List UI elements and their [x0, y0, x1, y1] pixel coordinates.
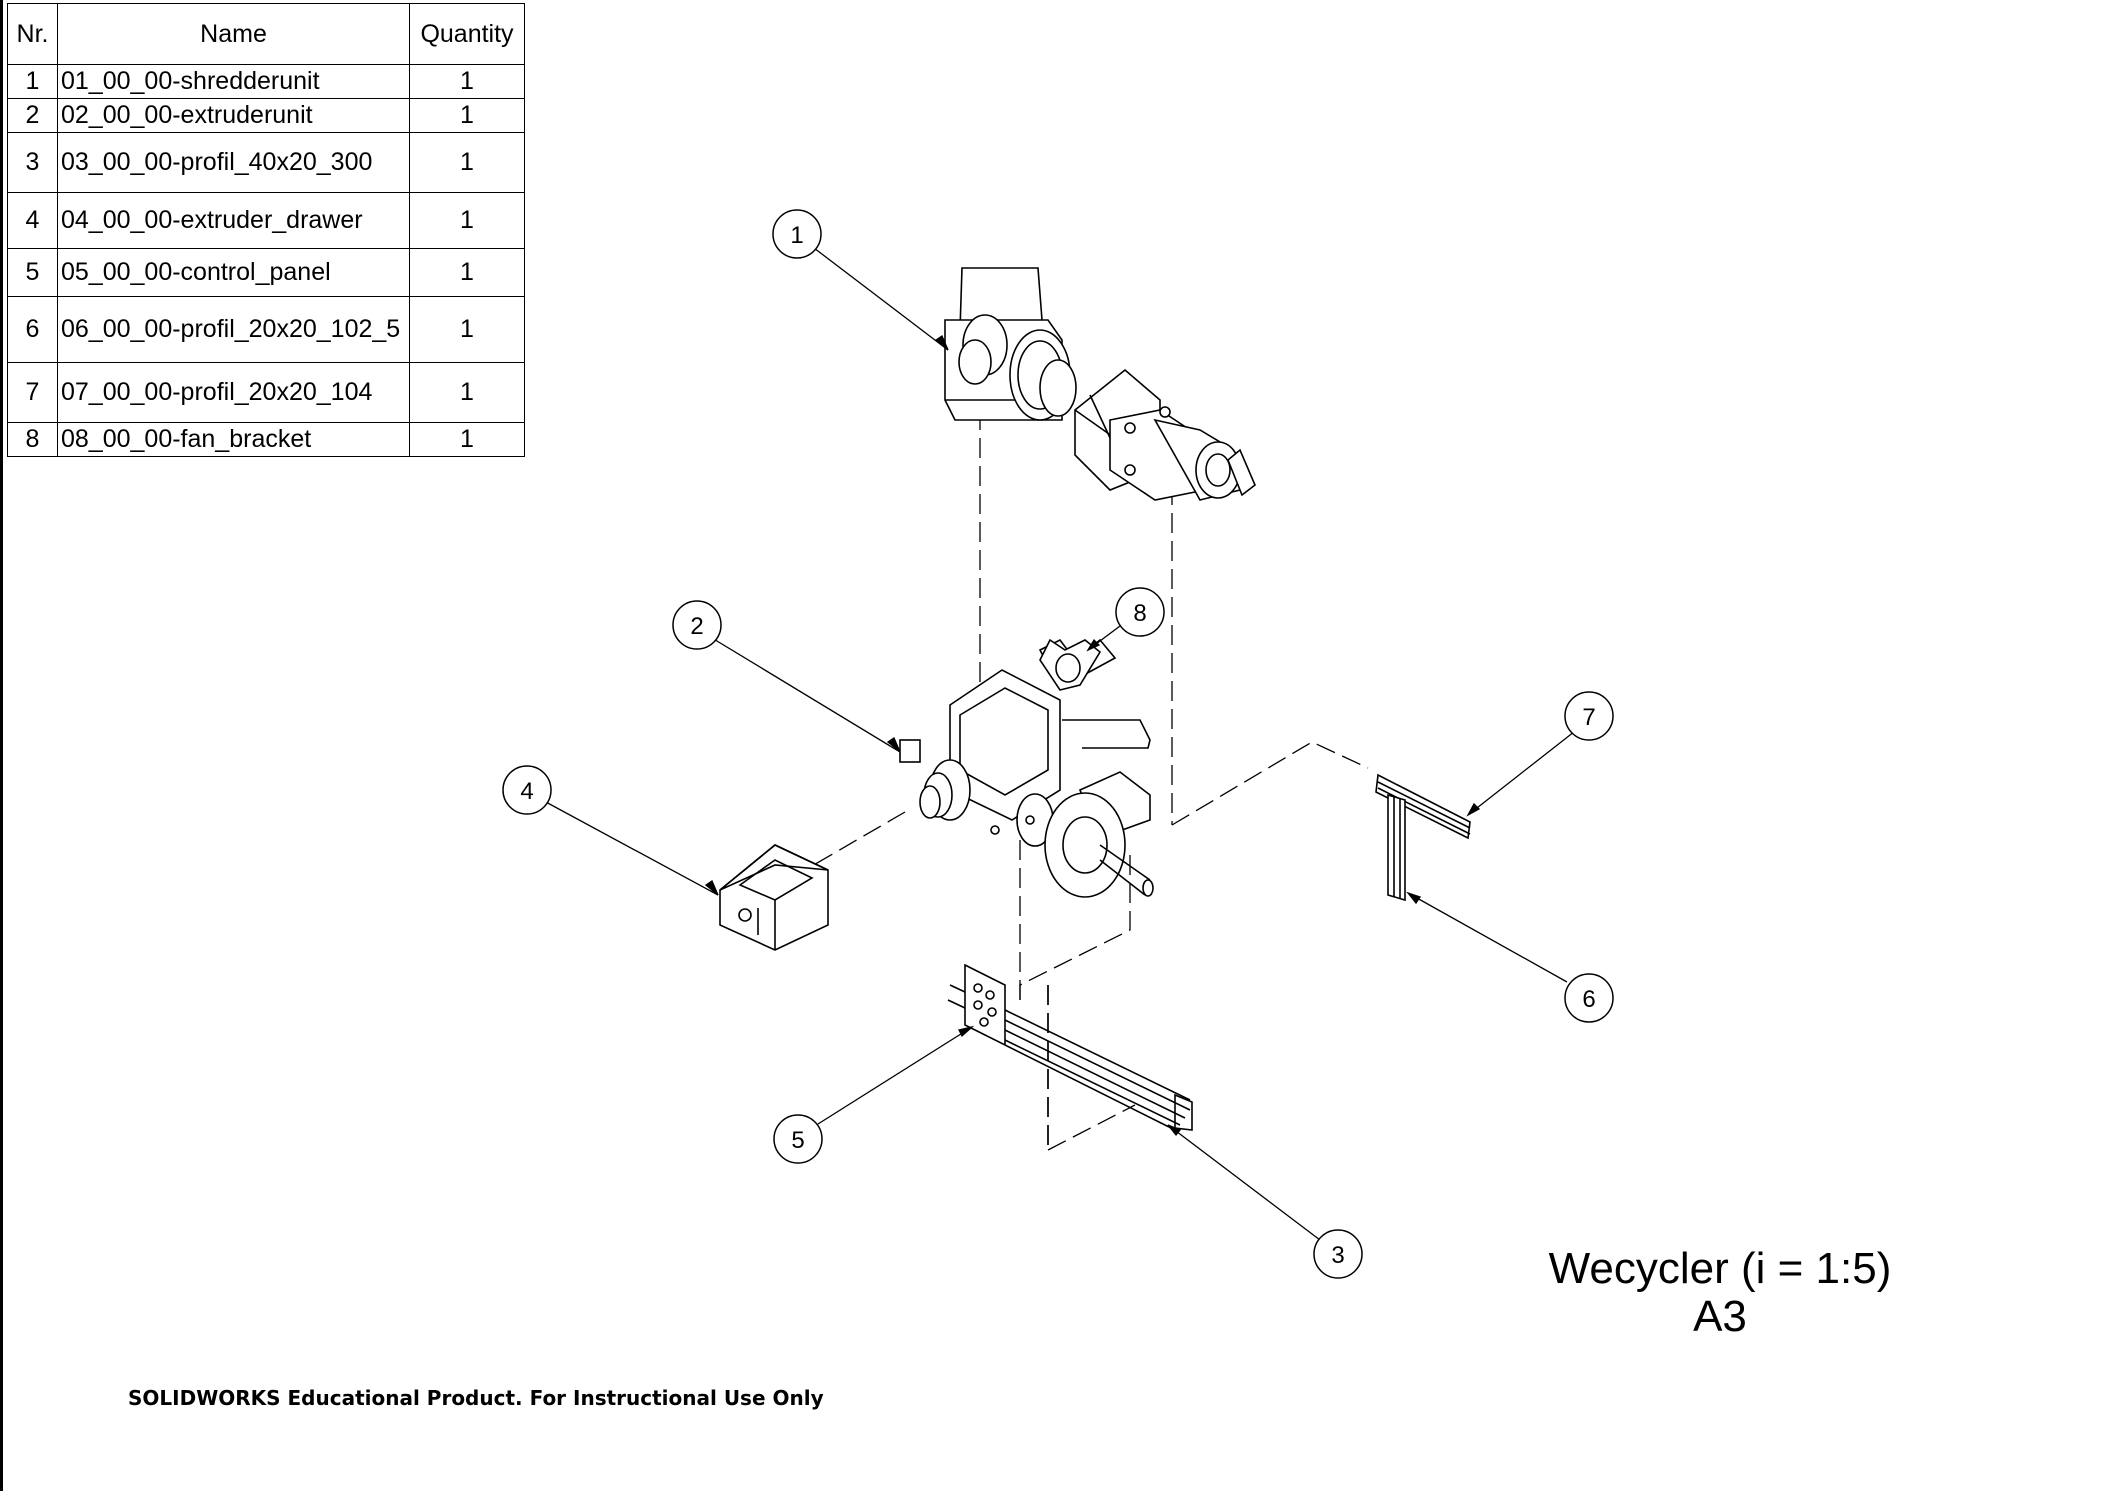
bom-row: 6 06_00_00-profil_20x20_102_5 1 — [7, 296, 525, 363]
balloon-label: 8 — [1133, 600, 1146, 627]
bom-cell-nr: 2 — [7, 98, 58, 133]
sheet-size: A3 — [1693, 1292, 1747, 1341]
bom-cell-quantity: 1 — [409, 248, 525, 297]
part-profile-20x20-104 — [1375, 773, 1471, 840]
balloon-7: 7 — [1564, 691, 1614, 741]
bom-row: 1 01_00_00-shredderunit 1 — [7, 64, 525, 99]
balloon-label: 7 — [1582, 704, 1595, 731]
bom-row: 7 07_00_00-profil_20x20_104 1 — [7, 362, 525, 423]
bom-cell-nr: 3 — [7, 132, 58, 193]
balloon-label: 3 — [1331, 1242, 1344, 1269]
explode-lines — [804, 410, 1369, 1151]
bom-cell-name: 06_00_00-profil_20x20_102_5 — [57, 296, 410, 363]
bom-cell-quantity: 1 — [409, 296, 525, 363]
bom-cell-name: 03_00_00-profil_40x20_300 — [57, 132, 410, 193]
bom-cell-name: 04_00_00-extruder_drawer — [57, 192, 410, 249]
balloon-6: 6 — [1564, 973, 1614, 1023]
bom-cell-quantity: 1 — [409, 422, 525, 457]
drawing-title-block: Wecycler (i = 1:5) A3 — [1480, 1245, 1960, 1341]
bom-header-name: Name — [57, 3, 410, 65]
balloon-4: 4 — [502, 765, 552, 815]
bom-cell-nr: 4 — [7, 192, 58, 249]
part-extruder-unit — [899, 638, 1154, 898]
balloon-8: 8 — [1115, 587, 1165, 637]
balloon-5: 5 — [773, 1114, 823, 1164]
bom-cell-quantity: 1 — [409, 64, 525, 99]
bom-row: 3 03_00_00-profil_40x20_300 1 — [7, 132, 525, 193]
part-profile-20x20-102-5 — [1387, 793, 1406, 902]
bom-cell-name: 07_00_00-profil_20x20_104 — [57, 362, 410, 423]
balloon-label: 1 — [790, 222, 803, 249]
leader-lines — [543, 247, 1580, 1241]
balloon-1: 1 — [772, 209, 822, 259]
sheet-border — [0, 0, 3, 1491]
part-extruder-drawer — [719, 844, 829, 951]
bom-cell-name: 01_00_00-shredderunit — [57, 64, 410, 99]
bom-cell-nr: 7 — [7, 362, 58, 423]
bom-cell-nr: 8 — [7, 422, 58, 457]
bom-row: 5 05_00_00-control_panel 1 — [7, 248, 525, 297]
part-shredder-unit — [944, 267, 1256, 501]
bom-row: 4 04_00_00-extruder_drawer 1 — [7, 192, 525, 249]
balloon-label: 5 — [791, 1127, 804, 1154]
bom-header-quantity: Quantity — [409, 3, 525, 65]
bill-of-materials-table: Nr. Name Quantity 1 01_00_00-shredderuni… — [7, 3, 525, 457]
bom-cell-quantity: 1 — [409, 132, 525, 193]
bom-cell-name: 05_00_00-control_panel — [57, 248, 410, 297]
part-control-panel — [947, 963, 1006, 1047]
bom-header-row: Nr. Name Quantity — [7, 3, 525, 65]
bom-cell-quantity: 1 — [409, 192, 525, 249]
bom-cell-name: 02_00_00-extruderunit — [57, 98, 410, 133]
part-fan-bracket — [1039, 638, 1102, 691]
bom-cell-quantity: 1 — [409, 98, 525, 133]
balloon-label: 2 — [690, 613, 703, 640]
balloon-label: 4 — [520, 778, 533, 805]
bom-header-nr: Nr. — [7, 3, 58, 65]
balloon-2: 2 — [672, 600, 722, 650]
bom-row: 8 08_00_00-fan_bracket 1 — [7, 422, 525, 457]
balloon-label: 6 — [1582, 986, 1595, 1013]
balloon-3: 3 — [1313, 1229, 1363, 1279]
drawing-title: Wecycler (i = 1:5) — [1548, 1244, 1892, 1293]
bom-cell-name: 08_00_00-fan_bracket — [57, 422, 410, 457]
bom-row: 2 02_00_00-extruderunit 1 — [7, 98, 525, 133]
educational-watermark: SOLIDWORKS Educational Product. For Inst… — [128, 1386, 824, 1410]
part-profile-40x20-300 — [1004, 985, 1193, 1150]
